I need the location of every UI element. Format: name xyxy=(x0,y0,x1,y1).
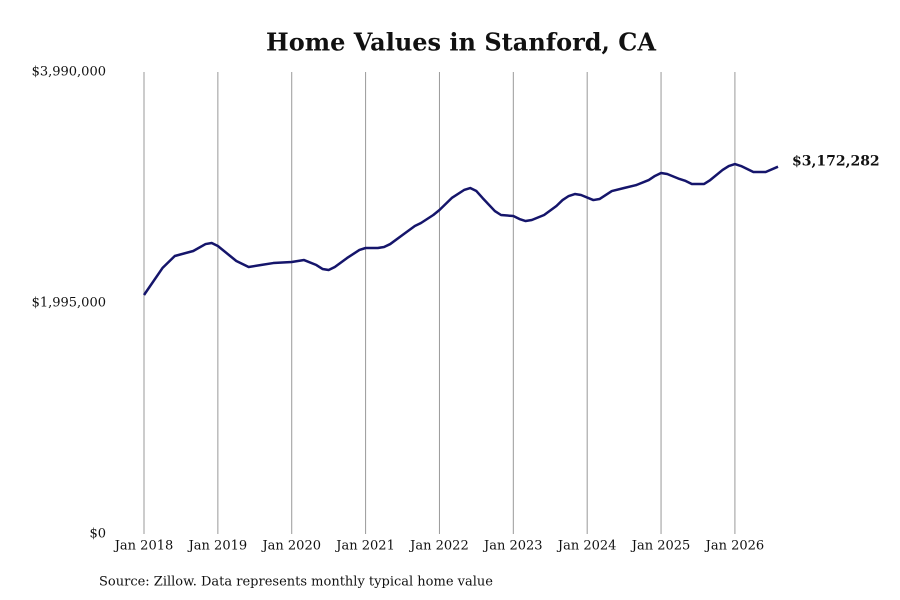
x-tick-label: Jan 2019 xyxy=(187,539,248,554)
x-tick-label: Jan 2020 xyxy=(260,539,321,554)
x-tick-label: Jan 2021 xyxy=(334,539,395,554)
x-tick-label: Jan 2024 xyxy=(556,539,617,554)
y-tick-label: $3,990,000 xyxy=(32,65,106,80)
y-tick-label: $0 xyxy=(89,527,106,542)
x-tick-label: Jan 2023 xyxy=(482,539,543,554)
data-label: $3,172,282 xyxy=(792,154,880,170)
line xyxy=(142,162,779,296)
source-note: Source: Zillow. Data represents monthly … xyxy=(99,575,493,590)
x-tick-label: Jan 2022 xyxy=(408,539,469,554)
chart-title: Home Values in Stanford, CA xyxy=(266,28,656,57)
x-tick-label: Jan 2018 xyxy=(113,539,174,554)
y-tick-label: $1,995,000 xyxy=(32,296,106,311)
x-tick-label: Jan 2025 xyxy=(630,539,691,554)
x-tick-label: Jan 2026 xyxy=(704,539,765,554)
